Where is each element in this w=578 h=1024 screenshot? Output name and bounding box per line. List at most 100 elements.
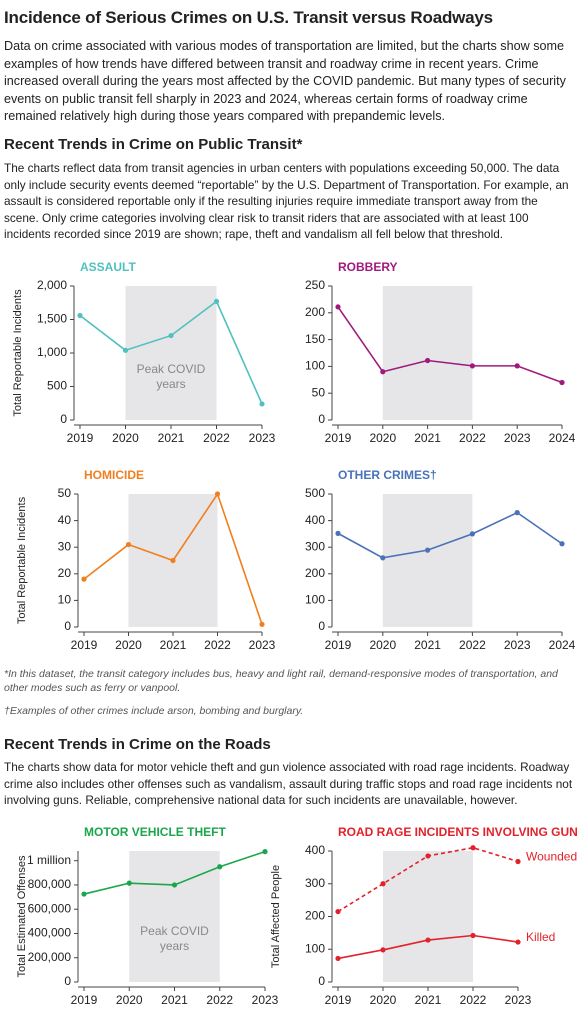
y-tick-label: 600,000: [28, 901, 72, 915]
x-tick-label: 2023: [249, 638, 276, 652]
point: [262, 849, 268, 855]
chart-title: ROAD RAGE INCIDENTS INVOLVING GUNS: [338, 825, 578, 839]
point: [514, 363, 520, 369]
point: [214, 491, 221, 497]
y-tick-label: 0: [318, 974, 325, 988]
y-tick-label: 200: [305, 566, 325, 580]
y-tick-label: 0: [64, 974, 71, 988]
point: [515, 858, 521, 865]
y-tick-label: 500: [305, 486, 325, 500]
point: [470, 845, 476, 851]
y-tick-label: 100: [305, 941, 325, 955]
section-heading: Recent Trends in Crime on Public Transit…: [4, 136, 303, 153]
x-tick-label: 2019: [67, 431, 94, 445]
y-tick-label: 1,000: [37, 345, 67, 359]
x-tick-label: 2023: [505, 993, 532, 1007]
x-tick-label: 2023: [504, 638, 531, 652]
line: [337, 511, 563, 559]
y-tick-label: 150: [305, 332, 325, 346]
point: [335, 955, 341, 962]
y-tick-label: 300: [305, 539, 325, 553]
x-tick-label: 2019: [325, 431, 352, 445]
x-tick-label: 2019: [325, 638, 352, 652]
y-tick-label: 0: [318, 619, 325, 633]
point: [380, 555, 386, 561]
x-tick-label: 2021: [161, 993, 188, 1007]
y-tick-label: 100: [305, 359, 325, 373]
annotation-box: Peak COVID years: [140, 924, 209, 953]
series-label: Killed: [526, 930, 555, 944]
x-tick-label: 2023: [249, 431, 276, 445]
y-axis-label: Total Reportable Incidents: [12, 289, 24, 417]
y-tick-label: 400: [305, 843, 325, 857]
point: [217, 864, 223, 870]
point: [425, 853, 431, 859]
chart-title: OTHER CRIMES†: [338, 468, 437, 482]
x-tick-label: 2020: [369, 638, 396, 652]
x-tick-label: 2022: [204, 638, 231, 652]
y-tick-label: 40: [58, 513, 72, 527]
y-tick-label: 20: [58, 566, 72, 580]
y-tick-label: 50: [312, 385, 326, 399]
series-label: Wounded: [526, 850, 577, 864]
point: [380, 881, 386, 887]
x-tick-label: 2021: [415, 993, 442, 1007]
x-tick-label: 2023: [504, 431, 531, 445]
x-tick-label: 2021: [158, 431, 185, 445]
shaded-period: [382, 494, 473, 627]
x-tick-label: 2020: [115, 638, 142, 652]
x-tick-label: 2020: [112, 431, 139, 445]
point: [515, 939, 521, 945]
shaded-period: [382, 286, 473, 420]
chart-title: ROBBERY: [338, 260, 398, 274]
title: Incidence of Serious Crimes on U.S. Tran…: [4, 8, 493, 27]
point: [77, 312, 83, 319]
point: [81, 891, 87, 897]
y-tick-label: 1,500: [37, 312, 67, 326]
chart-title: MOTOR VEHICLE THEFT: [84, 825, 226, 839]
annotation-box: Peak COVID years: [137, 362, 206, 391]
x-tick-label: 2022: [203, 431, 230, 445]
y-tick-label: 1 million: [27, 853, 71, 867]
x-tick-label: 2020: [116, 993, 143, 1007]
y-tick-label: 200: [305, 305, 325, 319]
y-tick-label: 10: [58, 593, 72, 607]
point: [170, 557, 176, 564]
x-tick-label: 2023: [252, 993, 279, 1007]
y-axis-label: Total Affected People: [270, 865, 282, 968]
shaded-period: [383, 851, 473, 982]
chart-title: HOMICIDE: [84, 468, 144, 482]
point: [125, 541, 132, 548]
y-tick-label: 200: [305, 909, 325, 923]
x-tick-label: 2020: [369, 431, 396, 445]
line: [337, 306, 563, 384]
x-tick-label: 2021: [414, 638, 441, 652]
point: [425, 547, 431, 553]
x-tick-label: 2020: [370, 993, 397, 1007]
point: [122, 347, 129, 353]
y-tick-label: 500: [47, 379, 67, 393]
intro: Data on crime associated with various mo…: [4, 39, 566, 123]
y-tick-label: 2,000: [37, 278, 67, 292]
x-tick-label: 2019: [325, 993, 352, 1007]
point: [259, 401, 265, 407]
y-tick-label: 250: [305, 278, 325, 292]
point: [126, 880, 132, 886]
x-tick-label: 2022: [459, 638, 486, 652]
y-tick-label: 30: [58, 539, 72, 553]
y-tick-label: 400,000: [28, 926, 72, 940]
point: [559, 379, 565, 386]
x-tick-label: 2024: [549, 431, 576, 445]
x-tick-label: 2019: [71, 993, 98, 1007]
y-tick-label: 50: [58, 486, 72, 500]
footnote: *In this dataset, the transit category i…: [4, 668, 558, 694]
y-tick-label: 0: [60, 412, 67, 426]
y-axis-label: Total Estimated Offenses: [16, 855, 28, 978]
section-text: The charts show data for motor vehicle t…: [4, 760, 573, 807]
point: [168, 332, 174, 339]
point: [470, 932, 476, 939]
x-tick-label: 2022: [206, 993, 233, 1007]
x-tick-label: 2024: [549, 638, 576, 652]
point: [469, 363, 475, 369]
